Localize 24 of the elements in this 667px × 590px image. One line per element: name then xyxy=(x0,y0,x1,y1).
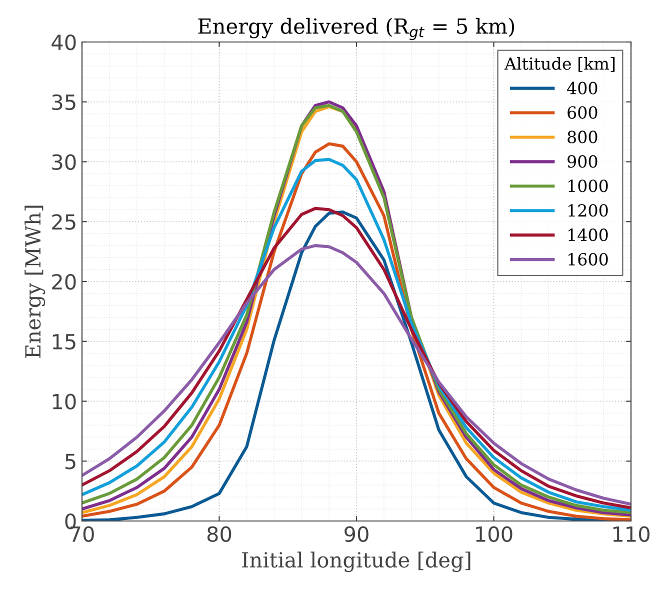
legend-label: 1400 xyxy=(568,228,608,242)
legend-label: 1000 xyxy=(568,180,608,192)
y-tick-label: 20 xyxy=(52,274,76,290)
x-tick-label: 110 xyxy=(613,526,650,542)
y-tick-label: 10 xyxy=(52,394,76,410)
x-tick-label: 80 xyxy=(207,526,232,542)
legend-label: 600 xyxy=(568,106,598,119)
y-tick-label: 25 xyxy=(52,214,76,230)
legend-label: 800 xyxy=(568,130,598,144)
x-tick-label: 100 xyxy=(476,526,512,542)
y-tick-label: 35 xyxy=(52,94,76,110)
y-tick-label: 15 xyxy=(52,334,76,350)
chart-title: Energy delivered (R$_{gt}$ = 5 km) xyxy=(198,18,514,40)
y-axis-title: Energy [MWh] xyxy=(24,206,46,358)
x-axis-title: Initial longitude [deg] xyxy=(242,552,470,572)
legend-label: 1200 xyxy=(568,204,608,217)
y-tick-label: 5 xyxy=(65,454,76,470)
y-tick-label: 30 xyxy=(52,154,76,170)
legend-label: 900 xyxy=(568,155,598,168)
x-tick-label: 90 xyxy=(344,526,368,542)
legend-label: 400 xyxy=(567,82,598,94)
legend-title: Altitude [km] xyxy=(504,57,615,72)
legend-label: 1600 xyxy=(568,253,608,266)
y-tick-label: 40 xyxy=(52,34,76,50)
